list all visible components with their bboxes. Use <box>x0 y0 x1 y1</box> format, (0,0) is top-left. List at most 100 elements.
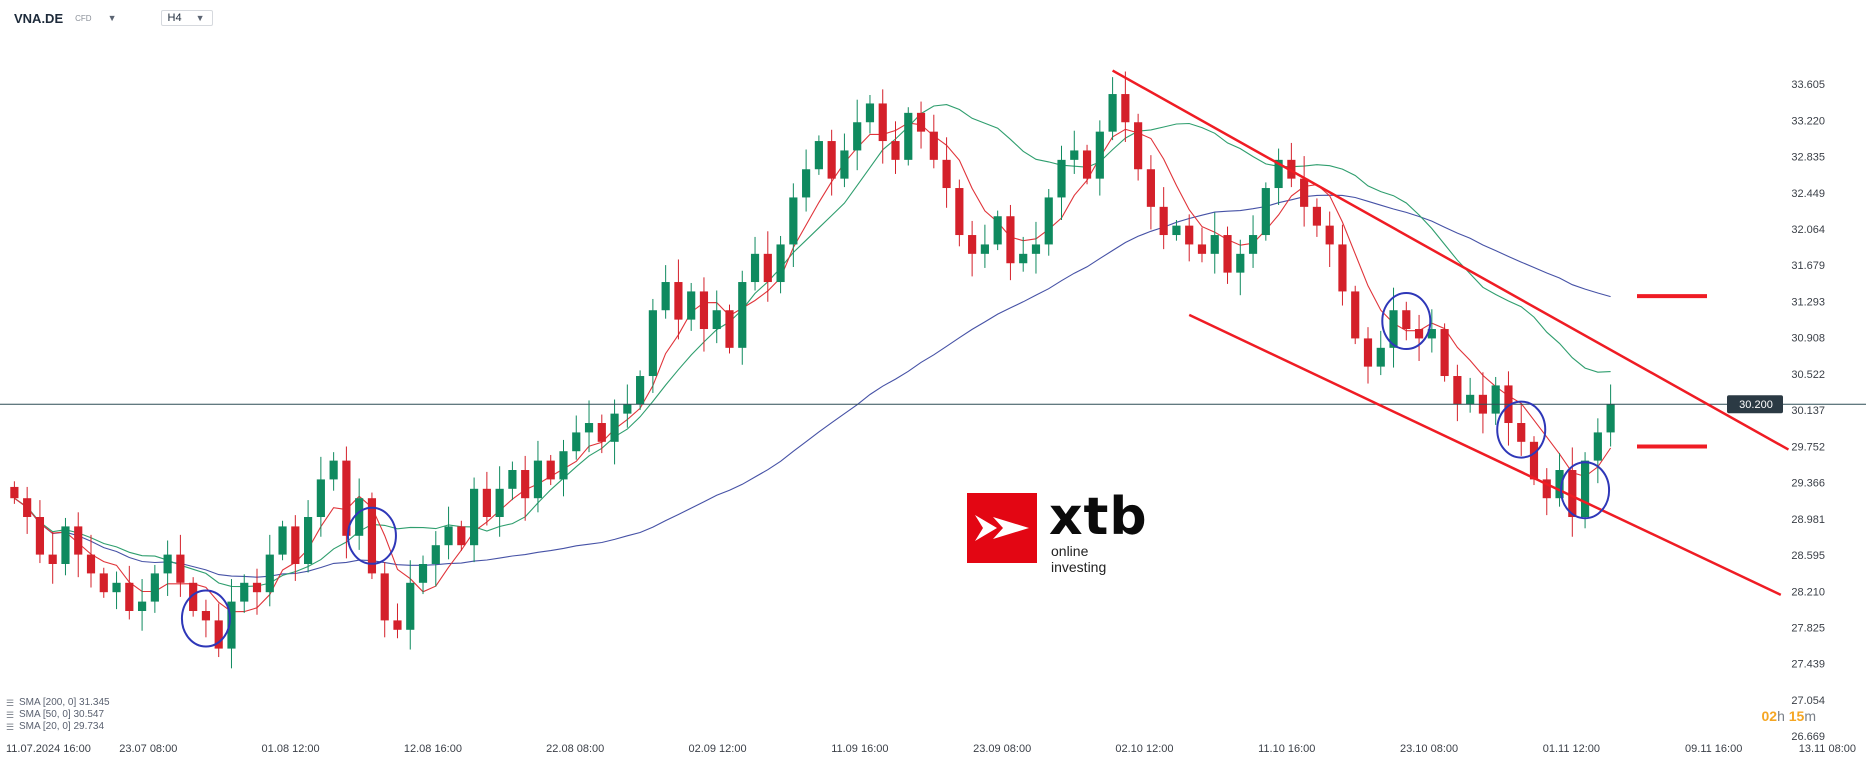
candle-body <box>393 620 402 630</box>
indicator-settings-icon[interactable]: ☰ <box>6 710 15 720</box>
candle-body <box>1121 94 1130 123</box>
candle-body <box>661 282 670 311</box>
y-tick-label: 32.449 <box>1791 188 1825 200</box>
y-tick-label: 32.064 <box>1791 224 1825 236</box>
sma-20-line <box>14 122 1612 613</box>
candle-body <box>1606 404 1615 433</box>
candle-body <box>687 291 696 320</box>
x-tick-label: 22.08 08:00 <box>546 743 604 755</box>
candle-body <box>1159 206 1168 236</box>
timeframe-value: H4 <box>167 12 182 24</box>
candle-body <box>10 486 19 499</box>
chart-toolbar: VNA.DE CFD ▼ H4 ▼ <box>14 8 214 28</box>
candle-body <box>189 582 198 611</box>
candle-body <box>763 253 772 283</box>
y-tick-label: 28.981 <box>1791 514 1825 526</box>
drawing-annotations: 30.200 <box>0 69 1866 648</box>
x-tick-label: 12.08 16:00 <box>404 743 462 755</box>
channel-lower-line <box>1188 313 1782 596</box>
candle-body <box>1248 235 1258 254</box>
candle-body <box>1338 244 1347 292</box>
y-tick-label: 26.669 <box>1791 731 1825 743</box>
candle-body <box>1019 253 1028 264</box>
candle-body <box>316 479 325 518</box>
candle-body <box>304 517 313 564</box>
candle-body <box>648 310 657 377</box>
x-tick-label: 23.10 08:00 <box>1400 743 1458 755</box>
candle-body <box>444 526 453 546</box>
sma-50-line <box>14 104 1611 588</box>
y-tick-label: 30.908 <box>1791 333 1825 345</box>
y-tick-label: 31.679 <box>1791 260 1825 272</box>
candle-body <box>1287 159 1296 179</box>
x-tick-label: 11.10 16:00 <box>1258 743 1315 755</box>
candle-body <box>955 188 964 236</box>
candle-body <box>1440 329 1449 377</box>
xtb-logo: xtb online investing <box>967 487 1147 575</box>
candle-body <box>35 517 45 555</box>
y-tick-label: 33.220 <box>1791 115 1825 127</box>
candle-body <box>367 498 377 574</box>
candle-body <box>789 197 798 245</box>
countdown-hours-unit: h <box>1777 708 1785 724</box>
candle-body <box>48 554 57 564</box>
x-tick-label: 23.09 08:00 <box>973 743 1031 755</box>
candle-body <box>584 423 594 433</box>
symbol-name: VNA.DE <box>14 10 64 26</box>
logo-wordmark: xtb <box>1049 487 1148 547</box>
candle-body <box>176 554 185 583</box>
y-tick-label: 32.835 <box>1791 152 1825 164</box>
candle-body <box>406 582 415 630</box>
y-tick-label: 27.825 <box>1791 622 1825 634</box>
annotation-circle <box>180 589 231 648</box>
candle-body <box>610 413 619 442</box>
legend-item[interactable]: ☰ SMA [50, 0] 30.547 <box>6 709 110 721</box>
candle-body <box>1057 159 1066 198</box>
y-tick-label: 30.137 <box>1791 405 1825 417</box>
countdown-hours: 02 <box>1761 708 1778 724</box>
annotation-circle <box>346 506 397 565</box>
timeframe-select[interactable]: H4 ▼ <box>160 10 214 26</box>
current-price-tag <box>1727 395 1783 414</box>
candle-body <box>929 131 938 160</box>
indicator-legend: ☰ SMA [200, 0] 31.345 ☰ SMA [50, 0] 30.5… <box>6 697 110 733</box>
legend-label-sma20: SMA [20, 0] 29.734 <box>19 721 105 732</box>
candle-body <box>725 310 734 348</box>
y-tick-label: 33.605 <box>1791 79 1825 91</box>
candle-body <box>201 610 211 621</box>
annotation-circle <box>1560 461 1611 520</box>
candle-body <box>840 150 849 179</box>
candle-body <box>993 216 1002 245</box>
candle-body <box>380 573 389 621</box>
candle-body <box>1006 216 1015 264</box>
candle-body <box>150 573 159 602</box>
countdown-minutes: 15 <box>1788 708 1805 724</box>
candle-body <box>1236 253 1245 273</box>
candle-body <box>750 253 760 283</box>
candlestick-series <box>10 71 1615 669</box>
candle-body <box>878 103 887 142</box>
indicator-settings-icon[interactable]: ☰ <box>6 698 15 708</box>
candle-body <box>572 432 581 452</box>
candle-body <box>1402 310 1411 330</box>
candle-body <box>891 141 900 160</box>
indicator-settings-icon[interactable]: ☰ <box>6 722 15 732</box>
candle-body <box>1197 244 1207 254</box>
candle-body <box>1542 479 1551 499</box>
candle-body <box>1491 385 1500 414</box>
candle-body <box>214 620 223 649</box>
candle-body <box>1312 206 1321 226</box>
legend-item[interactable]: ☰ SMA [200, 0] 31.345 <box>6 697 110 709</box>
legend-item[interactable]: ☰ SMA [20, 0] 29.734 <box>6 721 110 733</box>
candle-body <box>457 526 466 546</box>
x-tick-label: 11.09 16:00 <box>831 743 888 755</box>
candle-body <box>418 564 428 583</box>
candle-body <box>1466 394 1475 405</box>
candle-body <box>265 554 274 593</box>
xtb-logo-mark <box>967 493 1037 563</box>
current-price-label: 30.200 <box>1739 399 1773 411</box>
symbol-dropdown-icon[interactable]: ▼ <box>107 13 117 23</box>
candle-body <box>470 488 479 546</box>
candle-body <box>1223 235 1232 273</box>
